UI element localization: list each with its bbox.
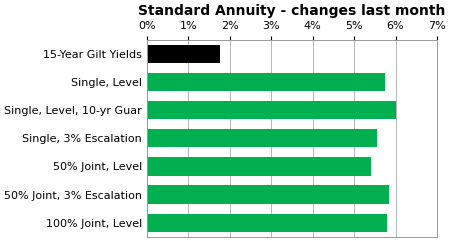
Title: Standard Annuity - changes last month: Standard Annuity - changes last month (138, 4, 446, 18)
Bar (147, 214, 387, 232)
Bar (147, 101, 396, 119)
Bar (147, 73, 385, 91)
Bar (147, 45, 220, 63)
Bar (147, 186, 389, 204)
Bar (147, 129, 377, 147)
Bar (147, 157, 371, 176)
